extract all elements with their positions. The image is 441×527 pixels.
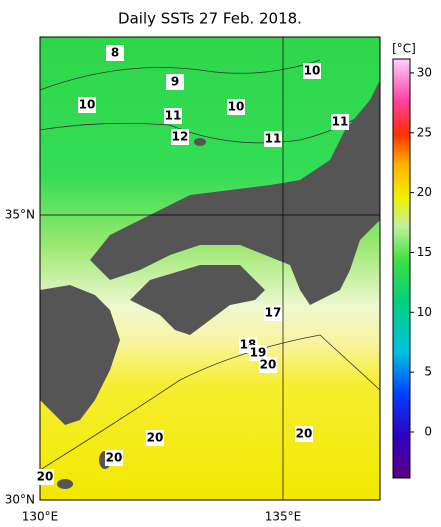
contour-label-box (166, 74, 184, 90)
contour-label-box (171, 129, 189, 145)
land-honshu (90, 80, 380, 305)
colorbar-tick-label: 5 (424, 365, 432, 379)
contour-label: 11 (265, 132, 282, 146)
land-island (194, 138, 206, 146)
contour-label: 11 (332, 115, 349, 129)
colorbar-unit: [°C] (392, 42, 416, 56)
contour-label: 11 (165, 109, 182, 123)
contour-label: 20 (296, 427, 313, 441)
contour-label-box (264, 131, 282, 147)
contour-label: 20 (106, 451, 123, 465)
contour-label: 20 (37, 470, 54, 484)
contour-label-box (146, 430, 164, 446)
contour-label-box (106, 45, 124, 61)
lat-label: 30°N (5, 493, 35, 507)
lon-label: 135°E (265, 510, 302, 524)
contour (39, 334, 381, 471)
contour-label: 8 (111, 46, 119, 60)
contour-label: 10 (304, 64, 321, 78)
colorbar-tick-label: 20 (417, 185, 432, 199)
contour-label: 19 (250, 346, 267, 360)
colorbar-tick-label: 0 (424, 425, 432, 439)
contour-label-box (331, 114, 349, 130)
contour-label-box (264, 305, 282, 321)
contour-label-box (105, 450, 123, 466)
colorbar-tick-label: 15 (417, 245, 432, 259)
contour-label-box (227, 99, 245, 115)
colorbar-tick-label: 25 (417, 125, 432, 139)
land-kyushu (40, 285, 120, 425)
contour-label-box (295, 426, 313, 442)
contour (39, 109, 371, 144)
contour-label: 10 (79, 98, 96, 112)
contour-label-box (259, 357, 277, 373)
contour-label-box (36, 469, 54, 485)
contour-label: 10 (228, 100, 245, 114)
map-title: Daily SSTs 27 Feb. 2018. (118, 10, 302, 28)
contour-label-box (78, 97, 96, 113)
map-frame (39, 36, 381, 501)
lat-label: 35°N (5, 208, 35, 222)
land-island (57, 479, 73, 489)
colorbar-tick-label: 30 (417, 65, 432, 79)
contour-label-box (303, 63, 321, 79)
contour-label-box (164, 108, 182, 124)
colorbar-tick-label: 10 (417, 305, 432, 319)
map-area (39, 36, 381, 501)
colorbar-ticks: 30 25 20 15 10 5 0 (410, 65, 432, 439)
contour-label: 9 (171, 75, 179, 89)
land-shikoku (130, 265, 265, 335)
contour-label: 20 (260, 358, 277, 372)
contour-label: 17 (265, 306, 282, 320)
lon-label: 130°E (22, 510, 59, 524)
contour (39, 59, 321, 91)
contour-label: 20 (147, 431, 164, 445)
contour-label: 12 (172, 130, 189, 144)
colorbar (392, 58, 411, 479)
